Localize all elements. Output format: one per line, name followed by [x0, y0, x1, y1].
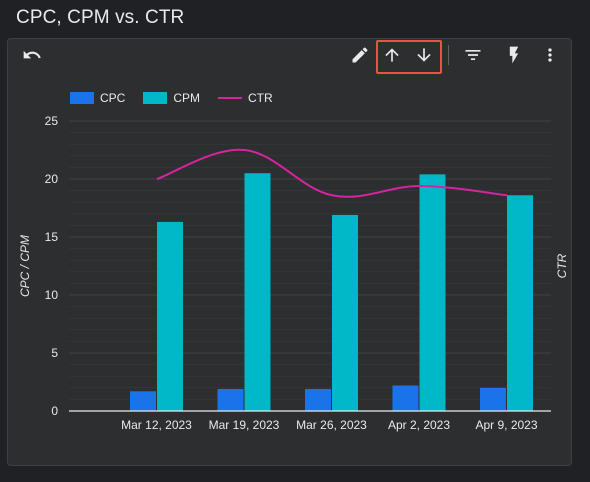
bar-cpc — [392, 385, 419, 411]
bar-cpc — [480, 387, 506, 411]
sort-ascending-button[interactable] — [378, 41, 406, 69]
undo-icon — [23, 50, 41, 59]
x-tick-label: Mar 26, 2023 — [296, 418, 367, 432]
legend-item-ctr[interactable]: CTR — [218, 91, 273, 105]
bar-cpm — [507, 195, 533, 411]
pencil-icon — [352, 47, 368, 63]
legend-item-cpm[interactable]: CPM — [143, 91, 200, 105]
page-title: CPC, CPM vs. CTR — [16, 7, 185, 28]
chart-card: CPC CPM CTR 0 5 10 15 20 25 CPC / CPM CTR Mar 12… — [7, 38, 572, 466]
y-tick-label: 15 — [45, 230, 59, 244]
y2-axis-title: CTR — [555, 253, 569, 278]
y-tick-label: 0 — [51, 404, 58, 418]
insights-button[interactable] — [500, 41, 528, 69]
edit-button[interactable] — [346, 41, 374, 69]
sort-descending-button[interactable] — [410, 41, 438, 69]
x-tick-label: Mar 12, 2023 — [121, 418, 192, 432]
chart-legend: CPC CPM CTR — [70, 91, 291, 105]
x-tick-label: Mar 19, 2023 — [209, 418, 280, 432]
more-options-button[interactable] — [536, 41, 564, 69]
undo-button[interactable] — [18, 41, 46, 69]
filter-button[interactable] — [459, 41, 487, 69]
bar-cpm — [157, 221, 183, 411]
legend-item-cpc[interactable]: CPC — [70, 91, 125, 105]
y-axis-title: CPC / CPM — [18, 235, 32, 297]
bar-cpm — [419, 174, 446, 411]
bar-cpc — [217, 388, 244, 411]
line-ctr — [156, 148, 508, 198]
bar-cpc — [130, 391, 156, 411]
filter-icon — [465, 50, 481, 60]
y-tick-label: 10 — [45, 288, 59, 302]
x-tick-label: Apr 2, 2023 — [388, 418, 450, 432]
more-vert-icon — [548, 48, 552, 62]
toolbar-divider — [448, 45, 449, 65]
y-tick-label: 25 — [45, 114, 59, 128]
y-tick-label: 5 — [51, 346, 58, 360]
legend-swatch-cpc — [70, 92, 94, 104]
legend-label-cpm: CPM — [173, 91, 201, 105]
legend-label-ctr: CTR — [248, 91, 273, 105]
chart-plot: 0 5 10 15 20 25 CPC / CPM CTR Mar 12, 2023 Mar 19… — [18, 114, 569, 432]
arrow-up-icon — [385, 48, 399, 62]
arrow-down-icon — [417, 48, 431, 62]
x-tick-label: Apr 9, 2023 — [475, 418, 537, 432]
bar-cpm — [244, 173, 271, 411]
legend-swatch-ctr — [218, 97, 243, 99]
bolt-icon — [509, 46, 519, 64]
legend-label-cpc: CPC — [100, 91, 126, 105]
y-tick-label: 20 — [45, 172, 59, 186]
legend-swatch-cpm — [143, 92, 168, 104]
bar-cpc — [305, 388, 331, 411]
bar-cpm — [332, 214, 358, 411]
